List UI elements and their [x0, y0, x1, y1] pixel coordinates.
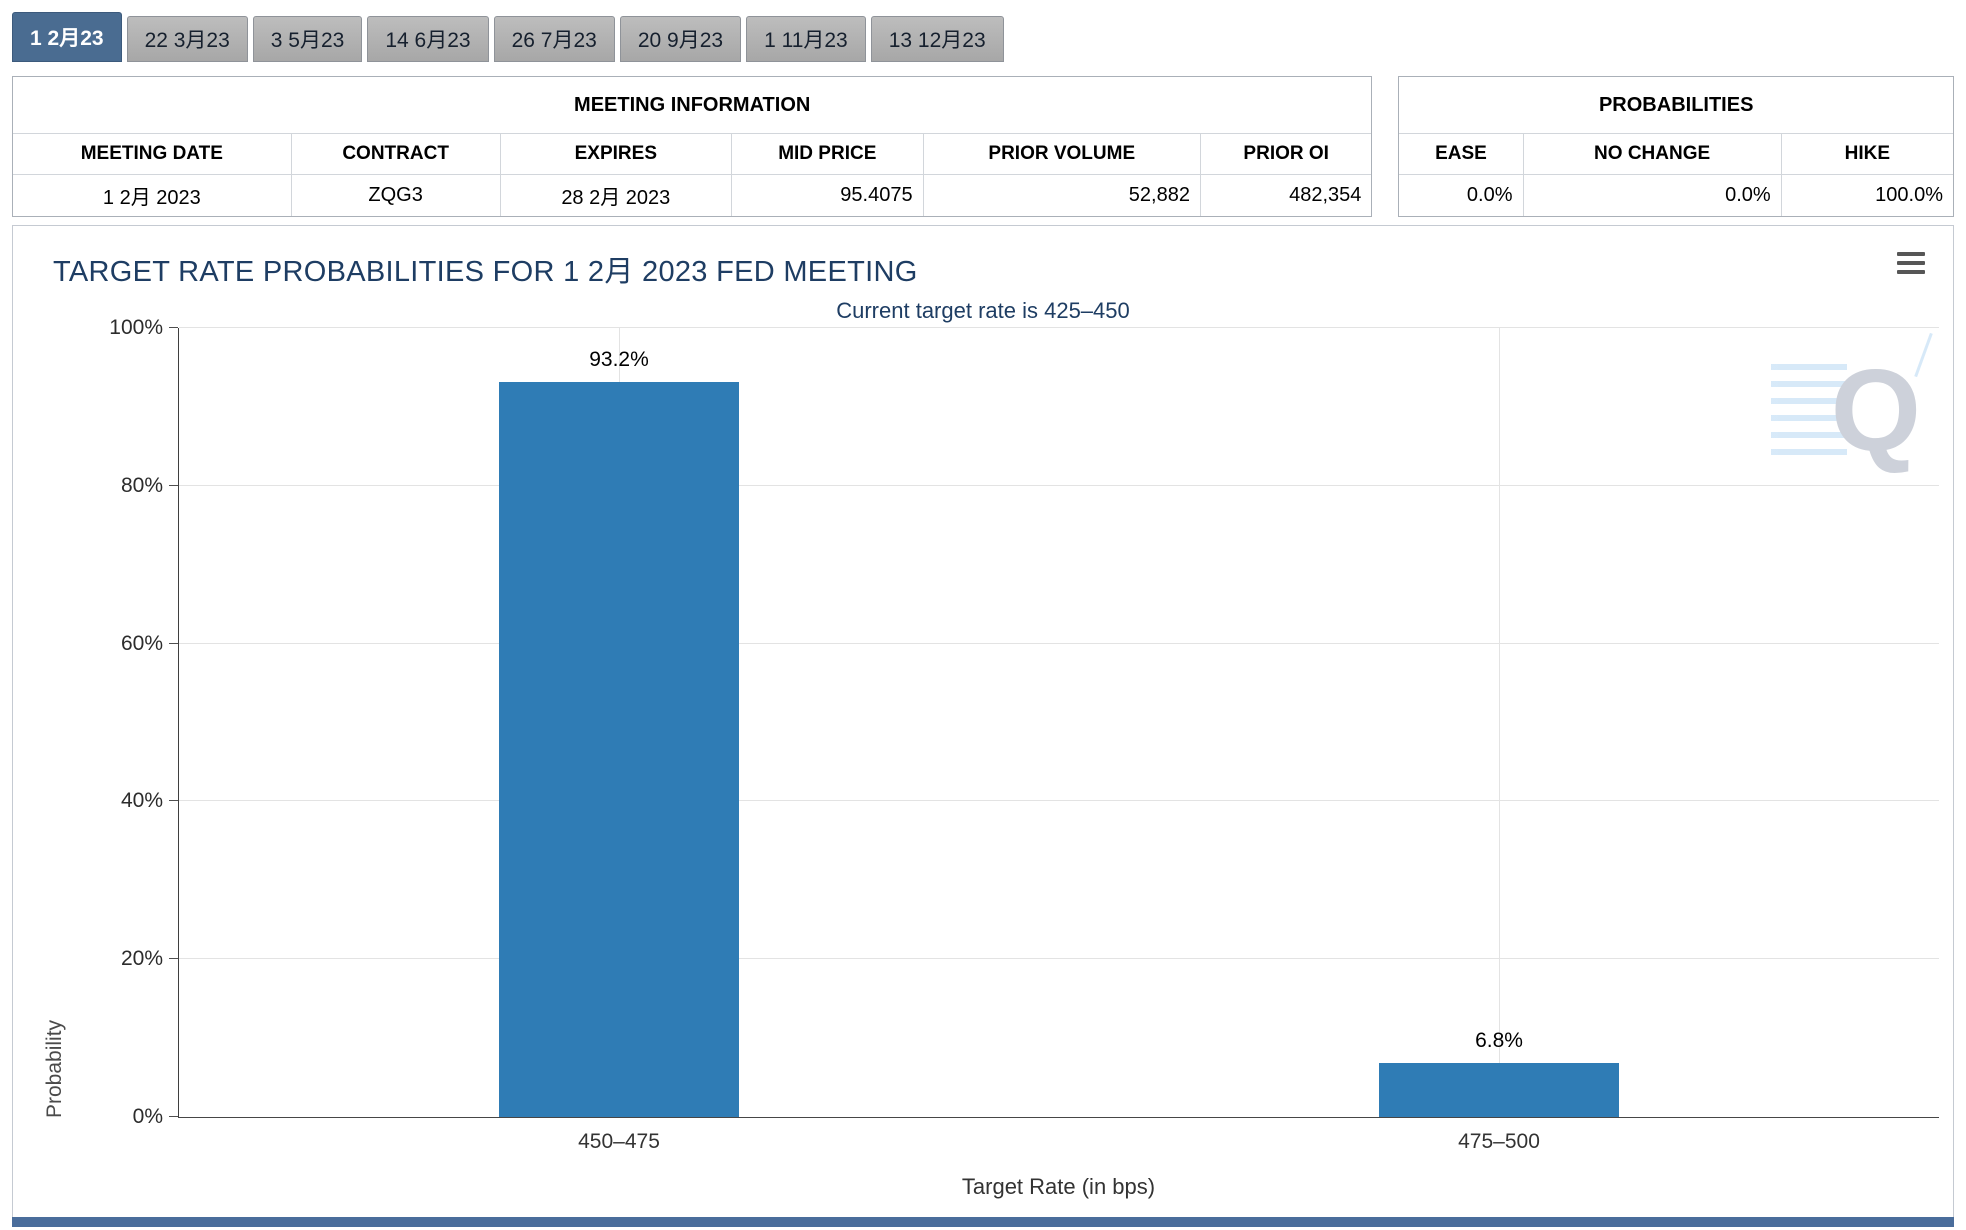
y-axis-tick-label: 20%: [120, 947, 163, 971]
y-gridline: [179, 327, 1939, 328]
meeting_information-value-cell: 52,882: [923, 175, 1201, 216]
y-gridline: [179, 800, 1939, 802]
tab-meeting-2[interactable]: 22 3月23: [126, 16, 248, 62]
meeting_information-column-header: PRIOR VOLUME: [923, 134, 1201, 175]
meeting_information-value-cell: 28 2月 2023: [500, 175, 732, 216]
y-axis-title: Probability: [43, 1019, 66, 1118]
x-category-label: 475–500: [1458, 1130, 1540, 1153]
meeting_information-value-cell: 482,354: [1200, 175, 1372, 216]
tab-meeting-1[interactable]: 1 2月23: [12, 12, 122, 62]
tab-meeting-8[interactable]: 13 12月23: [870, 16, 1004, 62]
meeting_information-value-cell: 95.4075: [732, 175, 924, 216]
plot-area: Q 0% 20% 40% 60% 80% 100% 93.2% 450–475 6.8% 475–…: [109, 316, 1939, 1153]
y-tick-mark: [169, 484, 178, 486]
meeting_information-column-header: MID PRICE: [732, 134, 924, 175]
y-tick-mark: [169, 800, 178, 802]
y-tick-mark: [169, 327, 178, 328]
probabilities_table-grid: PROBABILITIES EASE NO CHANGE HIKE 0.0% 0.0% 10…: [1398, 76, 1954, 217]
meeting_information-value-cell: ZQG3: [291, 175, 501, 216]
watermark-stripes: [1770, 364, 1847, 456]
hamburger-bar: [1897, 252, 1925, 256]
tab-meeting-7[interactable]: 1 11月23: [746, 16, 866, 62]
probabilities_table-value-cell: 100.0%: [1781, 175, 1953, 216]
y-axis-tick-label: 80%: [120, 473, 163, 497]
x-axis-title: Target Rate (in bps): [961, 1174, 1156, 1199]
chart-subtitle: Current target rate is 425–450: [836, 298, 1130, 323]
meeting_information-grid: MEETING INFORMATION MEETING DATE CONTRACT E…: [12, 76, 1373, 217]
y-axis-tick-label: 60%: [120, 631, 163, 655]
hamburger-bar: [1897, 261, 1925, 265]
meeting_information-column-header: CONTRACT: [291, 134, 501, 175]
chart-title: TARGET RATE PROBABILITIES FOR 1 2月 2023 …: [53, 256, 918, 288]
bar-value-label: 93.2%: [589, 347, 649, 371]
panel-footer-strip: [12, 1217, 1954, 1227]
chart-context-menu-icon[interactable]: [1897, 252, 1925, 274]
watermark-logo: Q: [1770, 332, 1933, 475]
y-axis-tick-label: 100%: [109, 316, 163, 339]
hamburger-bar: [1897, 270, 1925, 274]
y-tick-mark: [169, 958, 178, 960]
probabilities_table-value-cell: 0.0%: [1399, 175, 1524, 216]
probabilities_table-column-header: NO CHANGE: [1523, 134, 1782, 175]
meeting-tab-bar: 1 2月23 22 3月23 3 5月23 14 6月23 26 7月23 20 9月23…: [0, 0, 1966, 62]
tab-meeting-4[interactable]: 14 6月23: [367, 16, 489, 62]
probabilities_table-column-header: HIKE: [1781, 134, 1953, 175]
tab-meeting-3[interactable]: 3 5月23: [252, 16, 363, 62]
x-category-label: 450–475: [578, 1130, 660, 1153]
meeting_information-title: MEETING INFORMATION: [13, 77, 1372, 134]
probability-bar-1[interactable]: [499, 381, 739, 1117]
x-gridline: [1499, 328, 1500, 1117]
probabilities_table-column-header: EASE: [1399, 134, 1524, 175]
probabilities_table-title: PROBABILITIES: [1399, 77, 1953, 134]
tab-meeting-5[interactable]: 26 7月23: [493, 16, 615, 62]
probabilities_table-value-cell: 0.0%: [1523, 175, 1782, 216]
meeting-information-table: MEETING INFORMATION MEETING DATE CONTRACT E…: [12, 76, 1373, 217]
y-gridline: [179, 484, 1939, 486]
probability-bar-2[interactable]: [1379, 1063, 1619, 1117]
y-gridline: [179, 958, 1939, 960]
meeting_information-column-header: PRIOR OI: [1200, 134, 1372, 175]
meeting_information-column-header: EXPIRES: [500, 134, 732, 175]
y-tick-mark: [169, 1116, 178, 1117]
watermark-q-letter: Q: [1830, 345, 1921, 475]
meeting_information-column-header: MEETING DATE: [13, 134, 292, 175]
y-axis-tick-label: 40%: [120, 789, 163, 813]
meeting_information-value-cell: 1 2月 2023: [13, 175, 292, 216]
fedwatch-chart-panel: TARGET RATE PROBABILITIES FOR 1 2月 2023 …: [12, 225, 1954, 1227]
bar-value-label: 6.8%: [1475, 1029, 1523, 1053]
probabilities-table: PROBABILITIES EASE NO CHANGE HIKE 0.0% 0.0% 10…: [1398, 76, 1954, 217]
tab-meeting-6[interactable]: 20 9月23: [619, 16, 742, 62]
y-gridline: [179, 642, 1939, 644]
y-axis-tick-label: 0%: [132, 1105, 163, 1128]
info-tables: MEETING INFORMATION MEETING DATE CONTRACT E…: [12, 76, 1954, 217]
y-tick-mark: [169, 642, 178, 644]
